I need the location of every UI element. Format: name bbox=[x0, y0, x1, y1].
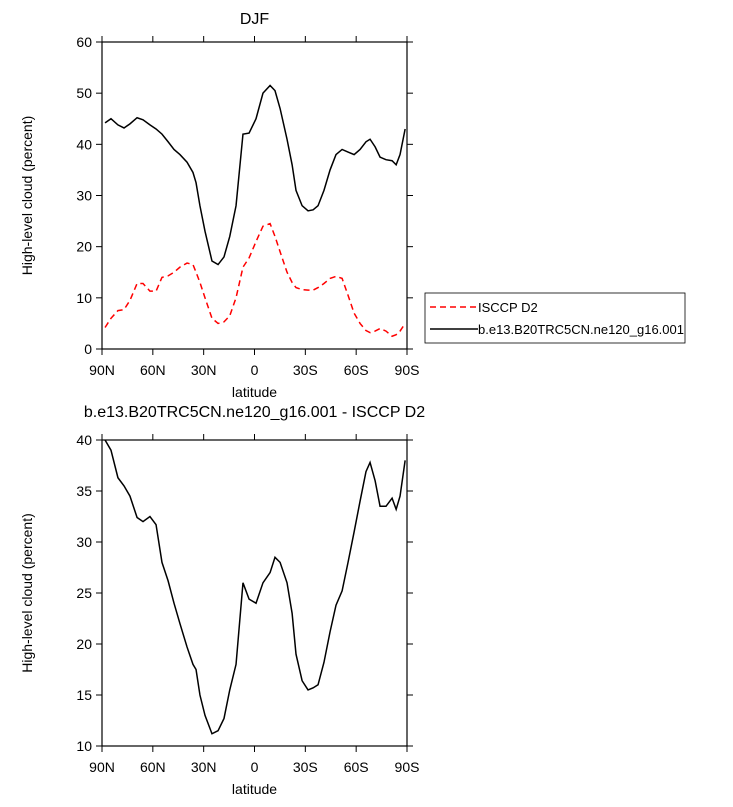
y-axis-label: High-level cloud (percent) bbox=[19, 116, 35, 276]
y-tick-label: 0 bbox=[84, 341, 92, 357]
x-tick-label: 90N bbox=[89, 759, 115, 775]
y-tick-label: 40 bbox=[76, 432, 92, 448]
plot-frame bbox=[101, 41, 408, 350]
x-tick-label: 0 bbox=[251, 759, 259, 775]
y-tick-label: 10 bbox=[76, 738, 92, 754]
legend-label: ISCCP D2 bbox=[478, 300, 538, 315]
plot-frame bbox=[101, 439, 408, 747]
x-axis-label: latitude bbox=[232, 384, 277, 400]
x-axis-label: latitude bbox=[232, 781, 277, 797]
y-axis-label: High-level cloud (percent) bbox=[19, 513, 35, 673]
x-tick-label: 60N bbox=[140, 759, 166, 775]
x-tick-label: 60N bbox=[140, 362, 166, 378]
x-tick-label: 30S bbox=[293, 362, 318, 378]
y-tick-label: 30 bbox=[76, 188, 92, 204]
y-tick-label: 40 bbox=[76, 136, 92, 152]
x-tick-label: 30N bbox=[191, 362, 217, 378]
y-tick-label: 20 bbox=[76, 636, 92, 652]
y-tick-label: 60 bbox=[76, 34, 92, 50]
x-tick-label: 0 bbox=[251, 362, 259, 378]
chart-title: DJF bbox=[240, 11, 270, 28]
y-tick-label: 30 bbox=[76, 534, 92, 550]
x-tick-label: 60S bbox=[344, 362, 369, 378]
x-tick-label: 30N bbox=[191, 759, 217, 775]
y-tick-label: 50 bbox=[76, 85, 92, 101]
y-tick-label: 10 bbox=[76, 290, 92, 306]
x-tick-label: 90N bbox=[89, 362, 115, 378]
x-tick-label: 90S bbox=[395, 362, 420, 378]
y-tick-label: 15 bbox=[76, 687, 92, 703]
x-tick-label: 60S bbox=[344, 759, 369, 775]
data-line bbox=[104, 84, 406, 266]
y-tick-label: 20 bbox=[76, 239, 92, 255]
legend-label: b.e13.B20TRC5CN.ne120_g16.001 bbox=[478, 322, 684, 337]
chart-title: b.e13.B20TRC5CN.ne120_g16.001 - ISCCP D2 bbox=[84, 404, 425, 421]
y-tick-label: 25 bbox=[76, 585, 92, 601]
data-line bbox=[104, 439, 406, 735]
legend-box bbox=[424, 292, 686, 344]
x-tick-label: 90S bbox=[395, 759, 420, 775]
data-line bbox=[104, 222, 406, 338]
x-tick-label: 30S bbox=[293, 759, 318, 775]
y-tick-label: 35 bbox=[76, 483, 92, 499]
